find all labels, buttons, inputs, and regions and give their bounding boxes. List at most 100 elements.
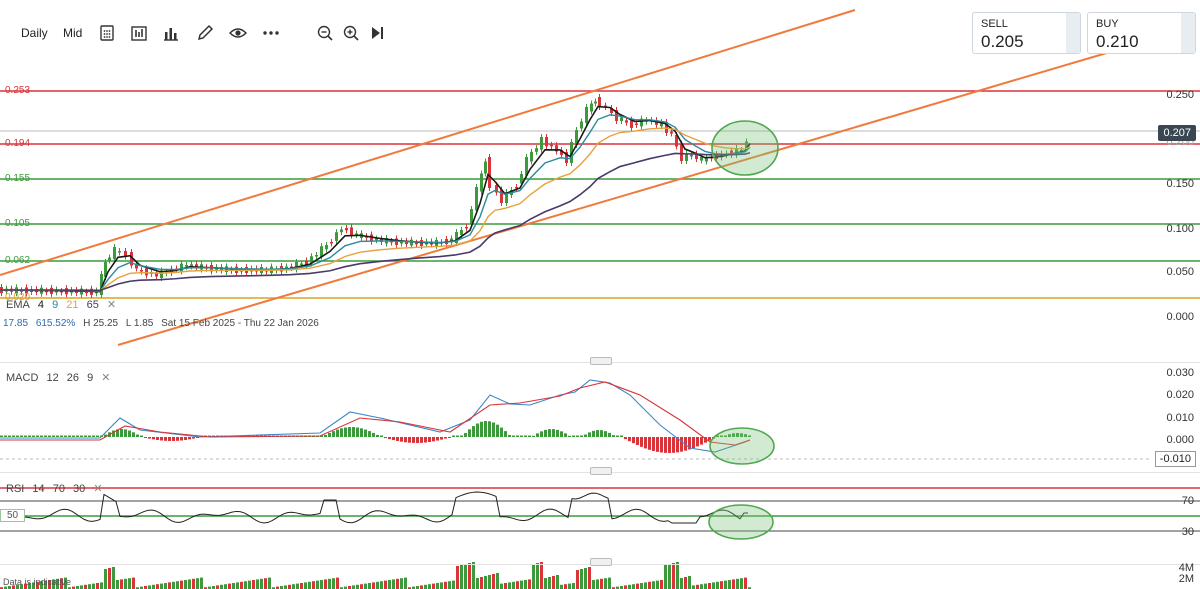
macd-histogram-bar: [440, 437, 443, 440]
candle-body: [190, 264, 193, 267]
macd-histogram-bar: [568, 435, 571, 437]
level-label-0155: 0.155: [5, 173, 31, 184]
volume-bar: [240, 581, 243, 589]
volume-bar: [668, 564, 671, 589]
price-type-selector[interactable]: Mid: [63, 26, 83, 40]
candle-body: [155, 272, 158, 277]
calculator-icon[interactable]: [98, 24, 116, 42]
level-label-0194: 0.194: [5, 138, 31, 149]
macd-histogram-bar: [460, 435, 463, 437]
volume-bar: [296, 583, 299, 589]
interval-selector[interactable]: Daily: [21, 26, 48, 40]
macd-histogram-bar: [504, 431, 507, 437]
volume-bar: [656, 580, 659, 589]
buy-label: BUY: [1096, 18, 1119, 30]
macd-histogram-bar: [348, 427, 351, 437]
macd-histogram-bar: [336, 429, 339, 437]
zoom-out-icon[interactable]: [316, 24, 334, 42]
candle-body: [355, 233, 358, 235]
candle-body: [505, 192, 508, 203]
macd-histogram-bar: [644, 437, 647, 449]
macd-histogram-bar: [656, 437, 659, 452]
candle-body: [640, 118, 643, 127]
highlight-circle-macd: [709, 427, 775, 465]
volume-bar: [644, 582, 647, 589]
volume-bar: [36, 581, 39, 589]
volume-bar: [20, 584, 23, 589]
macd-histogram-bar: [520, 435, 523, 437]
close-icon[interactable]: ✕: [101, 372, 111, 384]
ema-legend[interactable]: EMA 4 9 21 65 ✕: [6, 298, 121, 311]
sell-quote-button[interactable]: SELL 0.205: [972, 12, 1081, 54]
macd-histogram-bar: [56, 435, 59, 437]
macd-histogram-bar: [24, 435, 27, 437]
upper-trendline: [0, 9, 856, 276]
candle-body: [484, 161, 487, 174]
volume-bar: [216, 585, 219, 589]
resize-handle-macd[interactable]: [590, 467, 612, 475]
macd-histogram-bar: [120, 429, 123, 437]
volume-bar: [400, 578, 403, 589]
volume-bar: [172, 581, 175, 589]
macd-histogram-bar: [368, 431, 371, 437]
zoom-in-icon[interactable]: [342, 24, 360, 42]
candle-body: [745, 141, 748, 149]
close-icon[interactable]: ✕: [106, 299, 117, 311]
candle-body: [620, 117, 623, 121]
macd-histogram-bar: [180, 437, 183, 441]
candle-body: [670, 131, 673, 134]
candle-body: [520, 174, 523, 184]
eye-icon[interactable]: [228, 24, 248, 42]
lower-trendline: [117, 51, 1111, 346]
volume-bar: [560, 584, 563, 589]
volume-bar: [464, 564, 467, 589]
play-forward-icon[interactable]: [368, 24, 386, 42]
trendlines[interactable]: [0, 9, 1111, 346]
macd-histogram-bar: [472, 426, 475, 437]
candle-body: [400, 240, 403, 244]
candle-body: [330, 242, 333, 244]
macd-histogram-bar: [20, 435, 23, 437]
candle-body: [310, 256, 313, 264]
volume-bar: [100, 582, 103, 589]
draw-pen-icon[interactable]: [196, 24, 214, 42]
rsi-lines: [0, 487, 1200, 532]
rsi-line: [0, 491, 748, 524]
candle-body: [525, 157, 528, 176]
candle-body: [700, 157, 703, 161]
resize-handle-price[interactable]: [590, 357, 612, 365]
volume-bar: [48, 580, 51, 589]
macd-histogram-bar: [572, 435, 575, 437]
rsi-param-2: 70: [52, 483, 65, 495]
candle-body: [460, 230, 463, 235]
buy-quote-button[interactable]: BUY 0.210: [1087, 12, 1196, 54]
macd-legend[interactable]: MACD 12 26 9 ✕: [6, 371, 115, 384]
volume-bar: [496, 573, 499, 589]
macd-histogram-bar: [464, 433, 467, 437]
volume-bar: [44, 580, 47, 589]
volume-bar: [640, 583, 643, 589]
volume-bar: [592, 580, 595, 589]
resize-handle-rsi[interactable]: [590, 558, 612, 566]
volume-bar: [204, 587, 207, 589]
chart-type-icon[interactable]: [130, 24, 148, 42]
more-dots-icon[interactable]: [262, 24, 280, 42]
volume-bar: [572, 583, 575, 589]
macd-histogram-bar: [620, 435, 623, 437]
rsi-legend[interactable]: RSI 14 70 30 ✕: [6, 482, 108, 495]
close-icon[interactable]: ✕: [93, 483, 103, 495]
macd-histogram-bar: [420, 437, 423, 443]
macd-histogram-bar: [148, 437, 151, 439]
bar-chart-icon[interactable]: [162, 24, 180, 42]
volume-bar: [404, 577, 407, 589]
ema-line-65: [0, 151, 751, 292]
stat-low: L 1.85: [125, 318, 154, 329]
volume-bar: [8, 586, 11, 589]
volume-bar: [724, 580, 727, 589]
candle-body: [20, 290, 23, 292]
macd-param-3: 9: [87, 372, 94, 384]
volume-bar: [372, 582, 375, 589]
macd-histogram-bar: [60, 435, 63, 437]
volume-bar: [472, 562, 475, 589]
